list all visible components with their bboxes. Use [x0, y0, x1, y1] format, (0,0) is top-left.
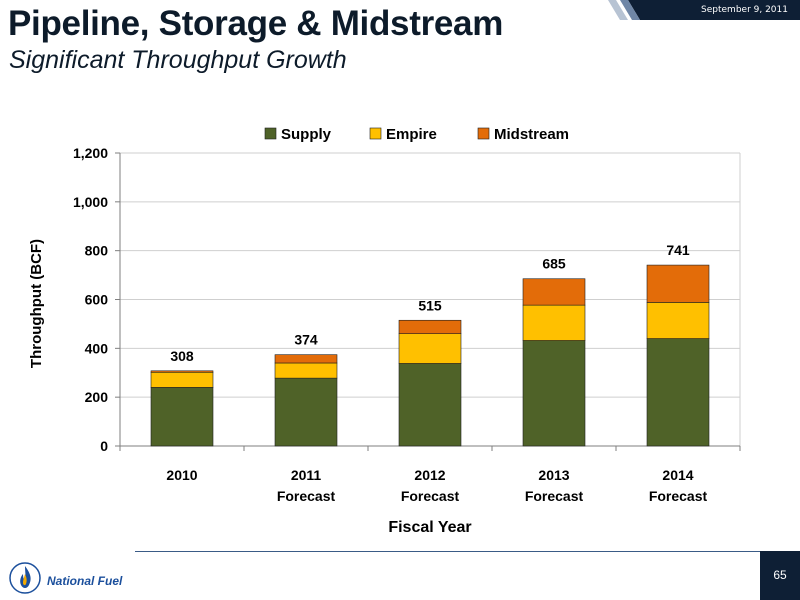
footer-divider [135, 551, 760, 552]
bar-segment-supply [274, 377, 338, 447]
x-tick-label: 2012 [414, 467, 445, 483]
page-number-box [760, 551, 800, 600]
bar-segment-midstream [274, 354, 338, 364]
x-axis-title: Fiscal Year [388, 519, 471, 536]
bar-segment-midstream [646, 264, 710, 303]
x-tick-label: 2011 [291, 467, 322, 483]
x-tick-label: 2014 [662, 467, 693, 483]
y-tick-label: 1,000 [73, 194, 108, 210]
x-tick-label: Forecast [401, 488, 460, 504]
page-title: Pipeline, Storage & Midstream [8, 4, 504, 43]
total-label: 515 [418, 297, 442, 313]
bar-segment-supply [150, 387, 214, 447]
x-tick-label: 2010 [166, 467, 197, 483]
bar-segment-midstream [398, 319, 462, 334]
legend-label-midstream: Midstream [494, 126, 569, 143]
y-tick-label: 600 [85, 292, 109, 308]
legend-swatch-supply [264, 127, 277, 140]
y-tick-label: 400 [85, 340, 109, 356]
legend-swatch-empire [369, 127, 382, 140]
page-subtitle: Significant Throughput Growth [9, 46, 347, 74]
bar-segment-empire [274, 362, 338, 379]
bar-segment-empire [398, 333, 462, 364]
y-tick-label: 800 [85, 243, 109, 259]
legend-label-supply: Supply [281, 126, 332, 143]
y-tick-label: 0 [100, 438, 108, 454]
page-number: 65 [773, 568, 787, 582]
bar-segment-empire [522, 304, 586, 341]
total-label: 308 [170, 348, 194, 364]
bar-segment-supply [646, 338, 710, 447]
legend-label-empire: Empire [386, 126, 437, 143]
y-axis-title: Throughput (BCF) [28, 239, 45, 368]
x-tick-label: Forecast [277, 488, 336, 504]
total-label: 685 [542, 256, 566, 272]
y-tick-label: 1,200 [73, 145, 108, 161]
flame-logo-icon [9, 562, 41, 594]
y-tick-label: 200 [85, 389, 109, 405]
bar-segment-supply [522, 340, 586, 447]
bar-segment-midstream [522, 278, 586, 306]
throughput-chart: 0 200 400 600 800 1,000 1,200 308 2010 374 2011 For… [28, 126, 741, 536]
x-tick-label: Forecast [649, 488, 708, 504]
total-label: 741 [666, 242, 690, 258]
date-label: September 9, 2011 [701, 5, 788, 15]
brand-logo-text: National Fuel [47, 574, 123, 588]
bar-segment-midstream [150, 370, 214, 373]
bar-segment-empire [646, 302, 710, 339]
bar-segment-supply [398, 363, 462, 447]
total-label: 374 [294, 332, 318, 348]
legend-swatch-midstream [477, 127, 490, 140]
x-tick-label: Forecast [525, 488, 584, 504]
bar-segment-empire [150, 371, 214, 388]
x-tick-label: 2013 [538, 467, 569, 483]
